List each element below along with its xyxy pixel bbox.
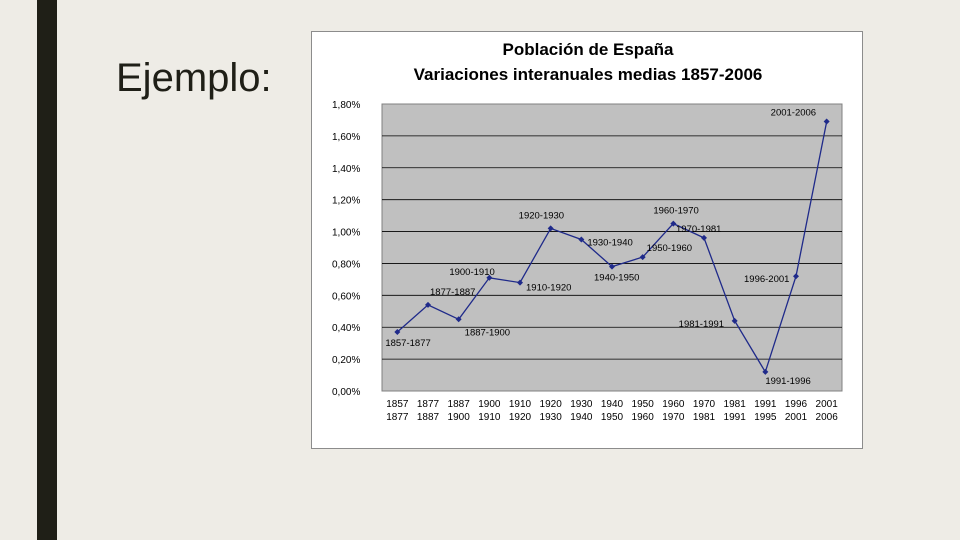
data-label: 1996-2001	[744, 274, 789, 285]
slide-accent-bar	[37, 0, 57, 540]
chart-container: Población de España Variaciones interanu…	[311, 31, 863, 449]
data-point	[670, 220, 677, 227]
data-label: 1981-1991	[679, 319, 724, 330]
x-tick-label: 1940	[601, 399, 624, 410]
data-label: 1930-1940	[587, 238, 632, 249]
x-tick-label: 1950	[632, 399, 655, 410]
chart-title: Población de España	[503, 40, 675, 59]
x-tick-label: 1877	[417, 399, 440, 410]
x-tick-label: 1981	[724, 399, 747, 410]
y-tick-label: 1,00%	[332, 228, 360, 239]
data-label: 1887-1900	[465, 327, 510, 338]
x-tick-label: 2006	[816, 412, 839, 423]
x-tick-label: 1970	[693, 399, 716, 410]
data-point	[455, 316, 462, 323]
y-tick-label: 0,80%	[332, 259, 360, 270]
x-tick-label: 1960	[662, 399, 685, 410]
x-tick-label: 1887	[417, 412, 440, 423]
y-tick-label: 1,60%	[332, 132, 360, 143]
data-label: 1940-1950	[594, 273, 639, 284]
y-tick-label: 1,40%	[332, 164, 360, 175]
y-tick-label: 1,80%	[332, 100, 360, 111]
plot-area	[381, 103, 843, 392]
x-tick-label: 2001	[816, 399, 839, 410]
x-tick-label: 1991	[724, 412, 747, 423]
x-tick-label: 1900	[478, 399, 501, 410]
x-tick-label: 1930	[570, 399, 593, 410]
x-tick-label: 2001	[785, 412, 808, 423]
data-label: 1950-1960	[647, 243, 692, 254]
data-point	[609, 263, 615, 270]
data-point	[547, 225, 554, 232]
y-tick-label: 0,20%	[332, 355, 360, 366]
data-point	[425, 301, 431, 308]
x-tick-label: 1981	[693, 412, 716, 423]
y-tick-label: 1,20%	[332, 196, 360, 207]
data-point	[701, 234, 707, 241]
x-tick-label: 1940	[570, 412, 593, 423]
data-point	[762, 368, 769, 375]
data-label: 2001-2006	[771, 108, 816, 119]
x-tick-label: 1877	[386, 412, 409, 423]
x-tick-label: 1920	[540, 399, 563, 410]
x-tick-label: 1960	[632, 412, 655, 423]
x-tick-label: 1950	[601, 412, 624, 423]
x-tick-label: 1857	[386, 399, 409, 410]
x-tick-label: 1930	[540, 412, 563, 423]
data-label: 1910-1920	[526, 283, 571, 294]
data-label: 1960-1970	[653, 206, 698, 217]
chart-subtitle: Variaciones interanuales medias 1857-200…	[414, 65, 763, 84]
data-point	[578, 236, 585, 243]
data-label: 1900-1910	[449, 267, 494, 278]
line-chart: Población de España Variaciones interanu…	[332, 40, 843, 423]
data-label: 1991-1996	[765, 376, 810, 387]
x-tick-label: 1887	[448, 399, 471, 410]
data-label: 1857-1877	[385, 338, 430, 349]
x-tick-label: 1970	[662, 412, 685, 423]
data-point	[823, 118, 830, 125]
data-point	[731, 317, 738, 324]
data-point	[793, 273, 799, 280]
data-label: 1877-1887	[430, 287, 475, 298]
x-tick-label: 1920	[509, 412, 532, 423]
data-point	[639, 254, 646, 261]
data-point	[394, 329, 401, 336]
x-tick-label: 1900	[448, 412, 471, 423]
data-point	[517, 279, 523, 286]
y-tick-label: 0,40%	[332, 323, 360, 334]
slide-title: Ejemplo:	[116, 56, 272, 100]
y-tick-label: 0,00%	[332, 387, 360, 398]
data-label: 1920-1930	[519, 210, 564, 221]
y-tick-label: 0,60%	[332, 291, 360, 302]
data-label: 1970-1981	[676, 224, 721, 235]
x-tick-label: 1910	[478, 412, 501, 423]
x-tick-label: 1996	[785, 399, 808, 410]
x-tick-label: 1991	[754, 399, 777, 410]
data-point	[486, 274, 493, 281]
x-tick-label: 1910	[509, 399, 532, 410]
x-tick-label: 1995	[754, 412, 777, 423]
